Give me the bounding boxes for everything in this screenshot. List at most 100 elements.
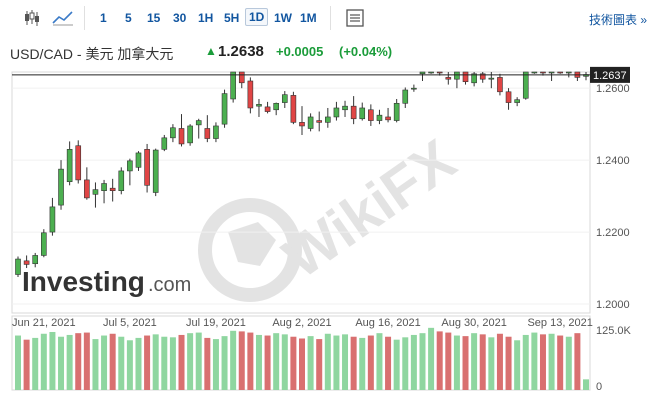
candle-down bbox=[204, 128, 211, 139]
candle-up bbox=[376, 114, 383, 121]
range-5h[interactable]: 5H bbox=[224, 11, 240, 25]
volume-bar bbox=[419, 333, 426, 390]
candle bbox=[333, 101, 340, 121]
range-1m[interactable]: 1M bbox=[300, 11, 317, 25]
candle bbox=[264, 101, 271, 114]
range-1d[interactable]: 1D bbox=[245, 8, 269, 26]
candlestick-icon[interactable] bbox=[22, 8, 42, 28]
range-5[interactable]: 5 bbox=[125, 11, 132, 25]
volume-bar bbox=[178, 334, 185, 390]
volume-bar bbox=[514, 340, 521, 390]
candle-up bbox=[522, 71, 529, 99]
volume-bar bbox=[161, 336, 168, 390]
candle-up bbox=[195, 120, 202, 126]
candle bbox=[187, 124, 193, 146]
table-icon[interactable] bbox=[345, 8, 365, 28]
volume-bar bbox=[152, 334, 159, 390]
candle bbox=[49, 197, 56, 236]
last-price: 1.2638 bbox=[218, 43, 264, 60]
candle bbox=[247, 77, 254, 114]
range-1h[interactable]: 1H bbox=[198, 11, 214, 25]
pair-name: USD/CAD - 美元 加拿大元 bbox=[10, 46, 174, 62]
candle bbox=[230, 71, 236, 103]
last-price-badge bbox=[590, 66, 630, 83]
candle-up bbox=[428, 71, 434, 74]
volume-bar bbox=[212, 339, 219, 390]
candle bbox=[144, 143, 150, 193]
candle bbox=[127, 158, 133, 186]
line-chart-icon[interactable] bbox=[52, 8, 73, 28]
volume-bar bbox=[101, 335, 108, 390]
range-1[interactable]: 1 bbox=[100, 11, 107, 25]
range-1w[interactable]: 1W bbox=[274, 11, 292, 25]
volume-bar bbox=[49, 331, 56, 390]
candle bbox=[385, 107, 391, 123]
candle bbox=[583, 72, 589, 81]
plot-border bbox=[11, 71, 591, 314]
candle bbox=[574, 71, 581, 81]
candle bbox=[393, 98, 400, 123]
volume-bar bbox=[479, 334, 486, 390]
candle bbox=[66, 141, 73, 186]
candle-up bbox=[213, 125, 219, 139]
candle-up bbox=[118, 170, 125, 192]
y-tick-label: 1.2000 bbox=[596, 299, 630, 311]
candle-down bbox=[109, 187, 116, 192]
candle-up bbox=[49, 206, 56, 233]
candle bbox=[316, 111, 323, 132]
candle-up bbox=[393, 102, 400, 121]
volume-bar bbox=[281, 334, 288, 390]
candle-down bbox=[445, 77, 452, 80]
candle-up bbox=[307, 116, 314, 129]
candle-up bbox=[161, 137, 168, 150]
candle bbox=[195, 118, 202, 139]
candles bbox=[15, 71, 589, 278]
technical-chart-link[interactable]: 技術圖表 » bbox=[588, 13, 647, 27]
candle bbox=[152, 148, 159, 197]
y-axis: 1.2000 1.2200 1.2400 1.2600 bbox=[596, 83, 630, 311]
candle-up bbox=[273, 102, 279, 111]
volume-bar bbox=[548, 333, 555, 390]
investing-logo: Investing .com bbox=[22, 266, 191, 297]
candle-up bbox=[15, 258, 21, 275]
candle bbox=[213, 122, 219, 143]
volume-bar bbox=[247, 332, 254, 390]
volume-bar bbox=[230, 330, 237, 390]
candle-down bbox=[247, 80, 254, 109]
price-change: +0.0005 bbox=[276, 44, 324, 59]
x-tick-label: Jun 21, 2021 bbox=[12, 317, 76, 329]
candle-up bbox=[41, 232, 47, 256]
candle-down bbox=[264, 106, 271, 112]
candle bbox=[273, 102, 279, 116]
candle-up bbox=[565, 71, 572, 74]
volume-bar bbox=[385, 336, 392, 390]
volume-bar bbox=[359, 337, 366, 390]
candle bbox=[204, 115, 211, 143]
candle bbox=[299, 106, 305, 135]
volume-bar bbox=[307, 336, 314, 390]
candle-up bbox=[333, 107, 340, 118]
range-15[interactable]: 15 bbox=[147, 11, 161, 25]
candle-down bbox=[505, 91, 512, 103]
candle bbox=[92, 182, 99, 208]
volume-bar bbox=[471, 333, 478, 390]
volume-bar bbox=[169, 337, 176, 390]
volume-bar bbox=[539, 334, 546, 390]
volume-bar bbox=[522, 334, 529, 390]
x-tick-label: Aug 30, 2021 bbox=[441, 317, 506, 329]
candle-down bbox=[144, 149, 150, 186]
candle bbox=[307, 113, 314, 132]
range-30[interactable]: 30 bbox=[173, 11, 187, 25]
candle-up bbox=[281, 94, 288, 103]
candle bbox=[376, 109, 383, 125]
candle bbox=[109, 178, 116, 202]
candle bbox=[101, 179, 107, 204]
candle-up bbox=[454, 71, 460, 80]
volume-bar bbox=[350, 336, 357, 390]
volume-bar bbox=[255, 334, 262, 390]
volume-max-label: 125.0K bbox=[596, 325, 632, 337]
candle-up bbox=[135, 152, 142, 168]
volume-bar bbox=[221, 336, 228, 390]
volume-zero-label: 0 bbox=[596, 381, 602, 393]
